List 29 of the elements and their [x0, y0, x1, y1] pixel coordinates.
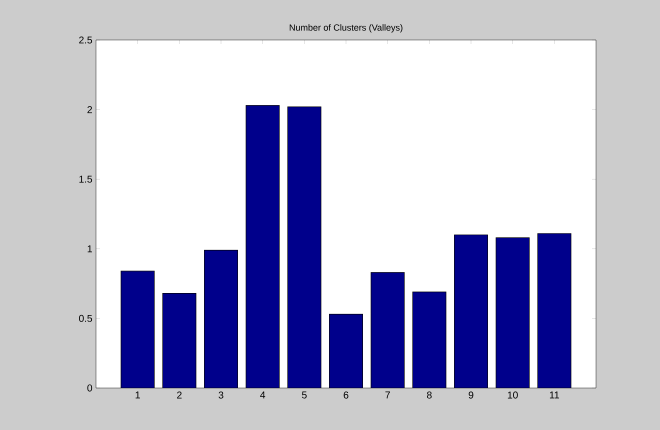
- y-tick-label: 2.5: [79, 36, 92, 44]
- y-tick-label: 0.5: [79, 314, 92, 322]
- x-tick-label: 7: [385, 392, 390, 398]
- x-tick-label: 1: [136, 392, 140, 398]
- bar: [162, 293, 196, 388]
- bar: [496, 238, 530, 388]
- bar: [246, 105, 280, 388]
- y-tick-label: 1.5: [79, 176, 92, 183]
- chart-title: Number of Clusters (Valleys): [290, 24, 402, 32]
- y-tick-label: 1: [88, 245, 92, 252]
- x-tick-label: 4: [260, 392, 266, 398]
- y-tick-label: 2: [87, 106, 92, 114]
- x-tick-label: 11: [550, 392, 560, 398]
- x-tick-label: 2: [177, 392, 182, 398]
- bar: [204, 250, 238, 388]
- y-tick-label: 0: [87, 384, 92, 392]
- bar: [537, 233, 572, 388]
- x-tick-label: 8: [427, 392, 432, 399]
- bar: [371, 272, 404, 388]
- bar: [121, 271, 154, 388]
- x-tick-label: 5: [302, 392, 307, 398]
- x-tick-label: 6: [344, 392, 348, 399]
- bar: [288, 106, 322, 388]
- x-tick-label: 9: [468, 392, 474, 399]
- bar: [329, 314, 363, 388]
- x-tick-label: 10: [508, 392, 518, 399]
- x-tick-label: 3: [218, 392, 224, 399]
- bar: [412, 292, 446, 388]
- bar: [454, 234, 488, 388]
